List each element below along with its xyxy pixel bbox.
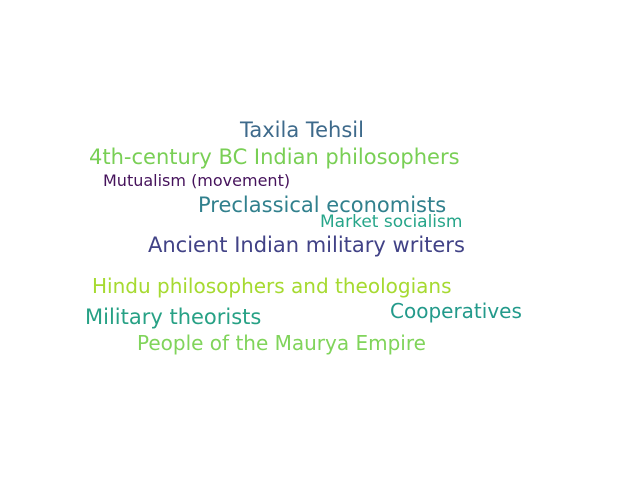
word-ancient-indian-military-writers: Ancient Indian military writers <box>148 233 465 257</box>
word-people-of-the-maurya-empire: People of the Maurya Empire <box>137 331 426 355</box>
word-cooperatives: Cooperatives <box>390 299 522 323</box>
word-taxila-tehsil: Taxila Tehsil <box>240 118 364 142</box>
word-military-theorists: Military theorists <box>85 305 262 329</box>
word-preclassical-economists: Preclassical economists <box>198 193 447 217</box>
word-mutualism-movement: Mutualism (movement) <box>103 171 291 190</box>
word-market-socialism: Market socialism <box>320 212 463 232</box>
word-hindu-philosophers-and-theologians: Hindu philosophers and theologians <box>92 274 452 298</box>
word-4th-century-bc-indian-philosophers: 4th-century BC Indian philosophers <box>89 145 460 169</box>
